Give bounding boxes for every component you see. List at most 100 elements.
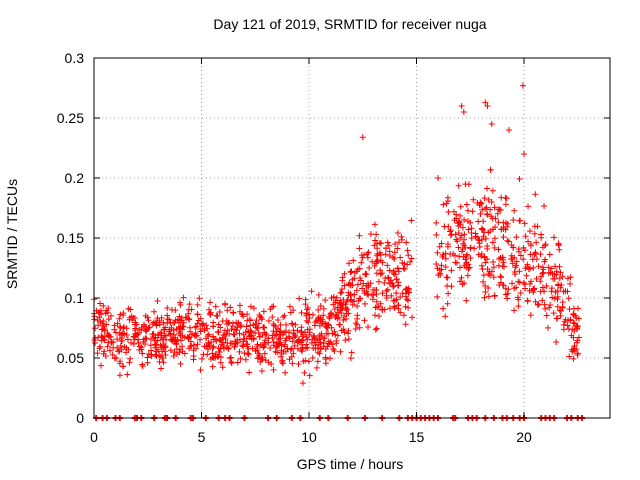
data-point [116,372,123,379]
data-point [373,270,380,277]
data-point [521,247,528,254]
data-point [491,293,498,300]
data-point [484,211,491,218]
data-point [233,327,240,334]
data-point [317,345,324,352]
data-point [501,263,508,270]
data-point [265,317,272,324]
data-point [372,326,379,333]
data-point [434,265,441,272]
data-point [258,367,265,374]
data-point [286,335,293,342]
data-point [575,315,582,322]
data-point [101,326,108,333]
data-point [160,319,167,326]
data-point [116,315,123,322]
data-point [92,325,99,332]
data-point [250,335,257,342]
data-point [279,331,286,338]
data-point [290,350,297,357]
data-point [553,338,560,345]
data-point [352,320,359,327]
data-point [480,218,487,225]
data-point [299,380,306,387]
data-point [464,272,471,279]
data-point [96,309,103,316]
data-point [281,312,288,319]
data-point [386,267,393,274]
data-point [364,323,371,330]
data-point [440,201,447,208]
x-tick-label: 20 [516,429,532,445]
data-point [530,286,537,293]
data-point [458,274,465,281]
data-point [570,346,577,353]
data-point [209,350,216,357]
data-point [292,333,299,340]
data-point [403,296,410,303]
y-tick-label: 0.25 [57,110,84,126]
data-point [383,288,390,295]
data-point [400,265,407,272]
data-point [362,300,369,307]
data-point [339,277,346,284]
data-point [105,305,112,312]
data-point [373,240,380,247]
data-point [433,231,440,238]
data-point [455,229,462,236]
data-point [457,221,464,228]
data-point [407,258,414,265]
data-point [456,264,463,271]
data-point [442,250,449,257]
data-point [548,285,555,292]
data-point [445,209,452,216]
data-point [405,252,412,259]
data-point [290,307,297,314]
data-point [513,258,520,265]
data-point [197,367,204,374]
data-point [277,322,284,329]
data-point [539,244,546,251]
data-point [173,326,180,333]
data-point [488,213,495,220]
data-point [242,356,249,363]
data-point [391,249,398,256]
data-point [216,309,223,316]
data-point [256,333,263,340]
data-point [541,203,548,210]
data-point [236,330,243,337]
data-point [554,296,561,303]
data-point [571,343,578,350]
data-point [223,317,230,324]
data-point [464,251,471,258]
data-point [390,283,397,290]
data-point [495,246,502,253]
data-point [481,195,488,202]
data-point [531,230,538,237]
data-point [96,345,103,352]
data-point [502,201,509,208]
data-point [465,226,472,233]
data-point [177,329,184,336]
data-point [357,275,364,282]
data-point [364,254,371,261]
data-point [401,260,408,267]
data-point [111,322,118,329]
data-point [531,223,538,230]
data-point [246,369,253,376]
data-point [150,330,157,337]
data-point [161,348,168,355]
data-point [546,304,553,311]
data-point [402,321,409,328]
data-point [505,238,512,245]
data-point [574,323,581,330]
data-point [332,314,339,321]
data-point [394,265,401,272]
data-point [190,347,197,354]
data-point [277,339,284,346]
data-point [273,328,280,335]
data-point [564,322,571,329]
data-point [331,306,338,313]
data-point [488,121,495,127]
data-point [94,350,101,357]
